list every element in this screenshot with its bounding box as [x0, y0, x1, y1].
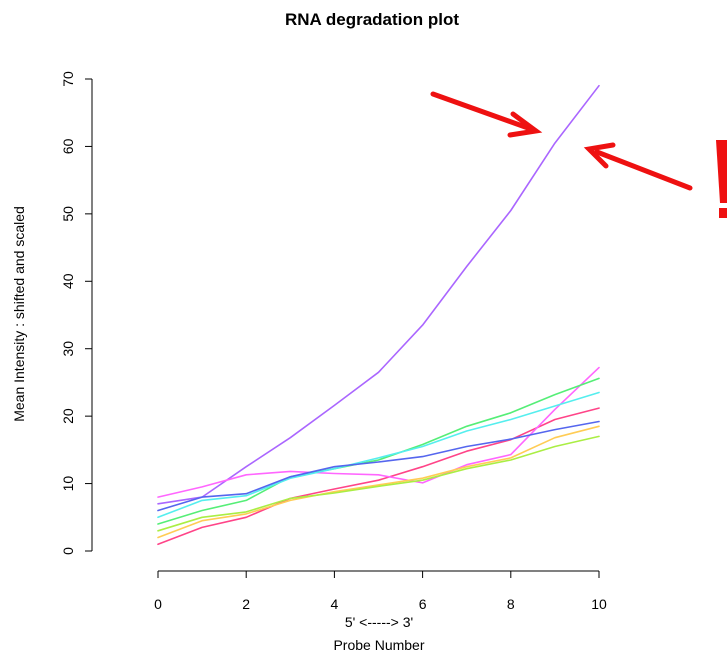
y-tick-label: 50	[60, 206, 76, 222]
series-line-8	[157, 435, 600, 532]
exclamation-bar	[716, 140, 727, 203]
annotation-arrowhead-right	[583, 142, 616, 169]
series-line-4	[157, 377, 600, 525]
series-layer	[157, 84, 600, 546]
y-tick-label: 40	[60, 273, 76, 289]
y-tick-label: 30	[60, 341, 76, 357]
annotation-exclamation	[716, 140, 727, 218]
y-tick-label: 20	[60, 408, 76, 424]
exclamation-dot	[719, 208, 727, 218]
x-axis-direction-label: 5' <-----> 3'	[345, 614, 413, 630]
annotation-layer	[430, 91, 727, 218]
series-line-6	[157, 420, 600, 512]
chart-title: RNA degradation plot	[285, 10, 459, 29]
series-line-5	[157, 391, 600, 519]
x-tick-label: 8	[507, 596, 515, 612]
x-tick-label: 4	[331, 596, 339, 612]
x-axis: 0 2 4 6 8 10	[154, 570, 607, 612]
x-tick-label: 10	[591, 596, 607, 612]
y-axis: 0 10 20 30 40 50 60 70	[60, 71, 93, 555]
y-tick-label: 10	[60, 476, 76, 492]
y-tick-label: 60	[60, 138, 76, 154]
series-line-1	[157, 84, 600, 505]
annotation-arrow-right	[594, 149, 693, 191]
series-line-3	[157, 366, 600, 498]
y-tick-label: 0	[60, 547, 76, 555]
annotation-arrowhead-left	[507, 111, 543, 138]
x-tick-label: 0	[154, 596, 162, 612]
y-tick-label: 70	[60, 71, 76, 87]
series-line-2	[157, 407, 600, 546]
x-tick-label: 2	[242, 596, 250, 612]
x-axis-label: Probe Number	[333, 637, 424, 653]
y-axis-label: Mean Intensity : shifted and scaled	[11, 206, 27, 422]
series-line-7	[157, 425, 600, 539]
x-tick-label: 6	[419, 596, 427, 612]
annotation-arrow-left	[430, 91, 531, 131]
